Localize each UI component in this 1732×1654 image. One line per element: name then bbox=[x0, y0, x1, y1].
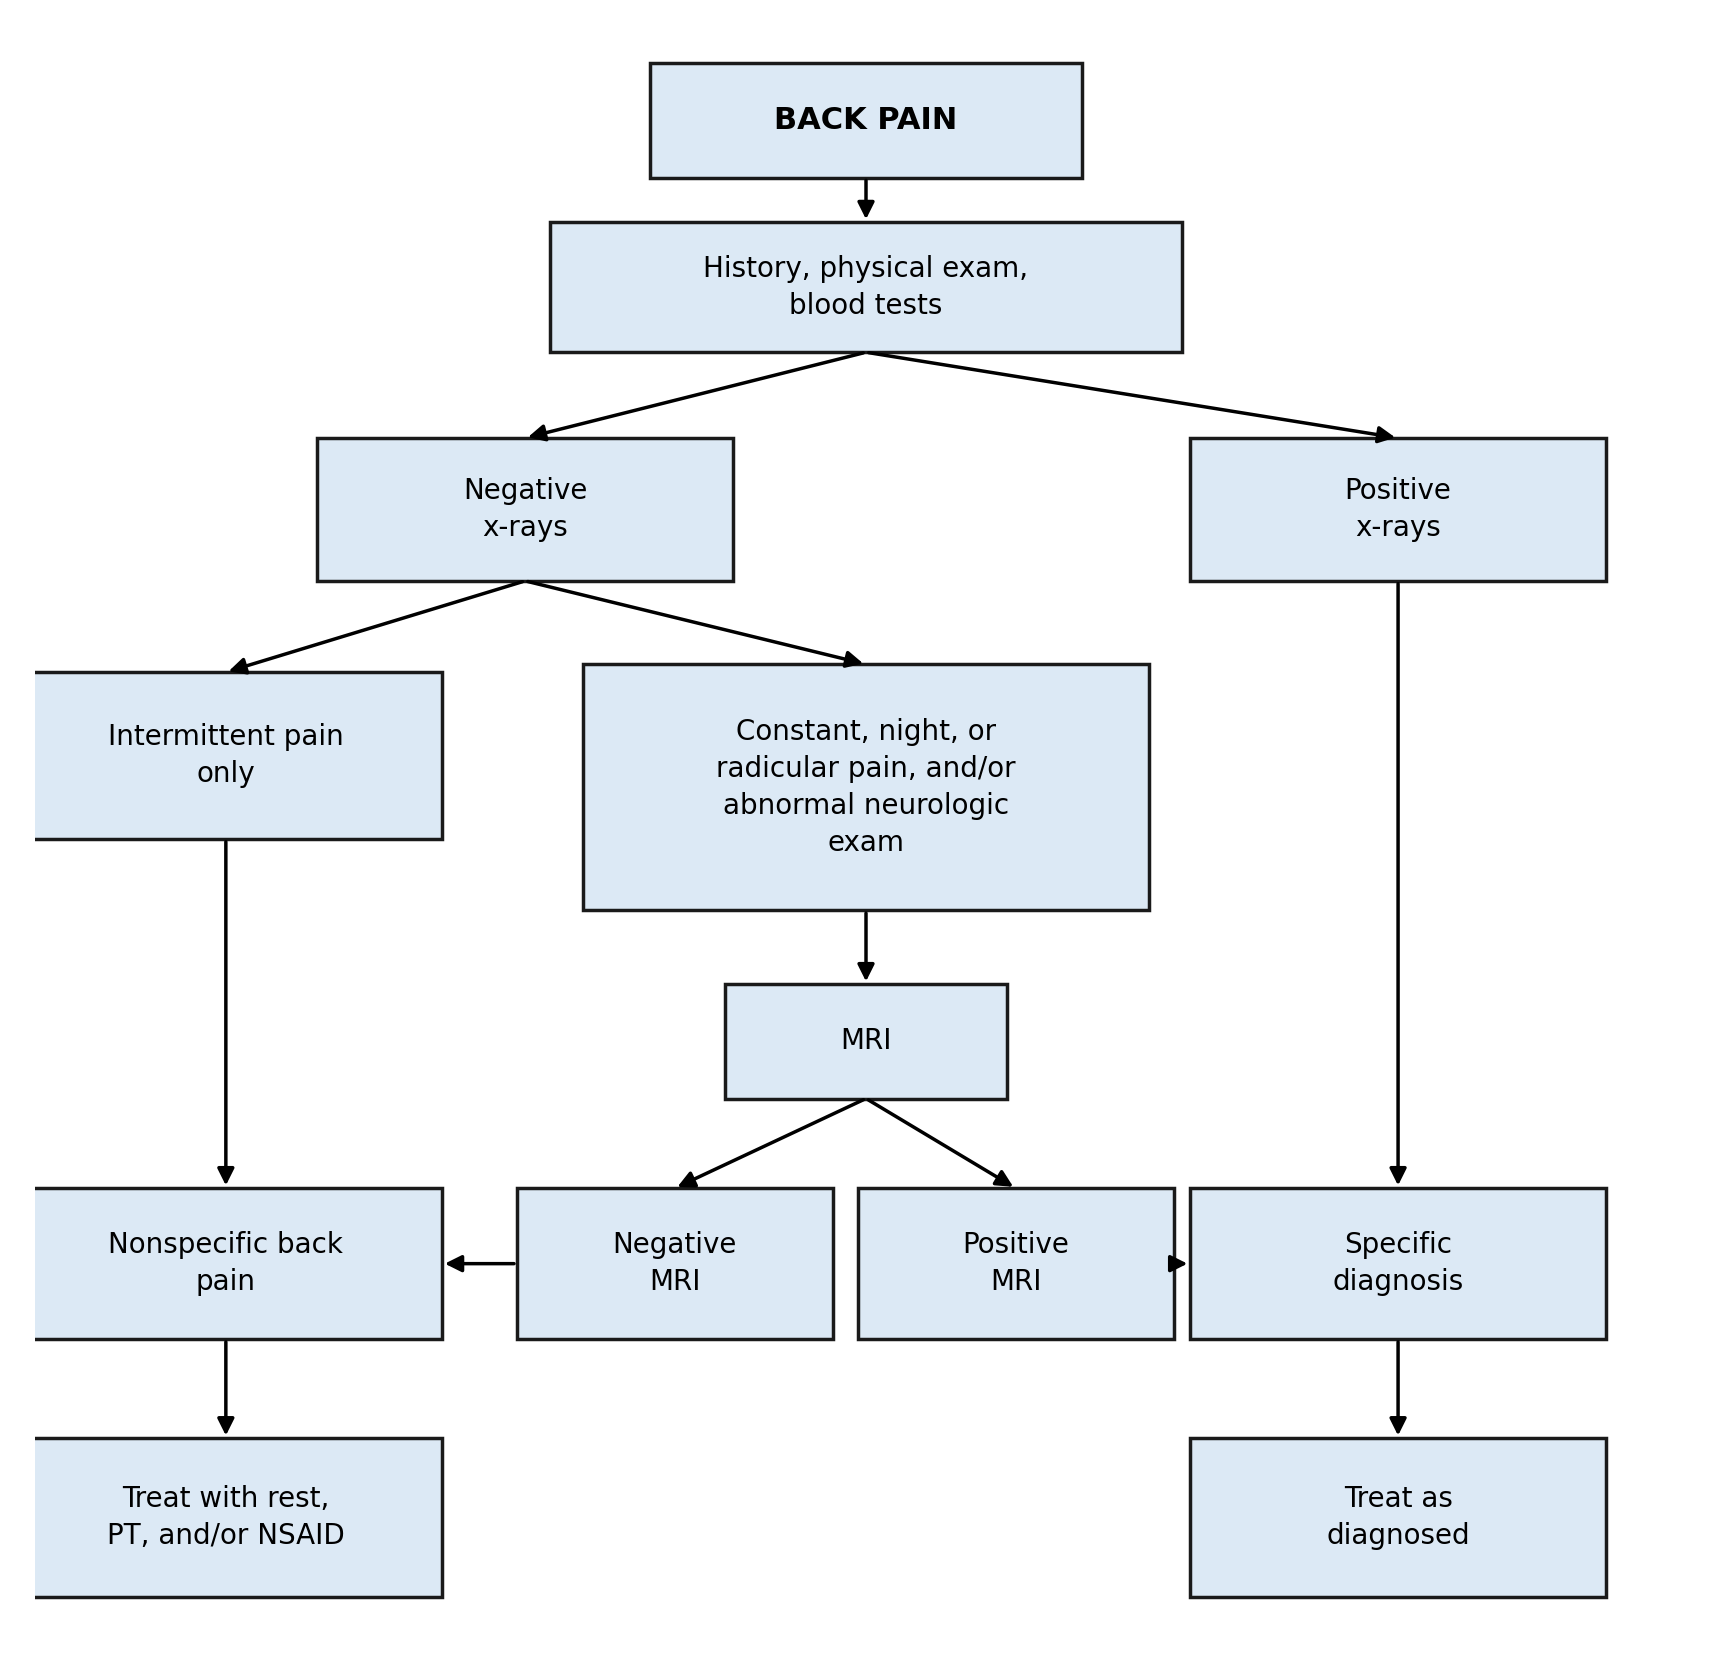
Bar bbox=[516, 1188, 833, 1340]
Text: Constant, night, or
radicular pain, and/or
abnormal neurologic
exam: Constant, night, or radicular pain, and/… bbox=[717, 718, 1015, 857]
Text: Intermittent pain
only: Intermittent pain only bbox=[107, 723, 343, 787]
Bar bbox=[10, 1188, 442, 1340]
Bar bbox=[650, 63, 1082, 177]
Bar bbox=[1190, 438, 1606, 581]
Bar bbox=[10, 1439, 442, 1598]
Text: BACK PAIN: BACK PAIN bbox=[774, 106, 958, 136]
Text: Negative
MRI: Negative MRI bbox=[613, 1231, 738, 1297]
Text: MRI: MRI bbox=[840, 1027, 892, 1055]
Bar bbox=[551, 222, 1181, 352]
Text: Specific
diagnosis: Specific diagnosis bbox=[1332, 1231, 1464, 1297]
Text: Treat with rest,
PT, and/or NSAID: Treat with rest, PT, and/or NSAID bbox=[107, 1485, 345, 1550]
Text: Positive
x-rays: Positive x-rays bbox=[1344, 476, 1451, 543]
Bar bbox=[857, 1188, 1174, 1340]
Bar bbox=[724, 984, 1008, 1098]
Bar bbox=[584, 665, 1148, 910]
Bar bbox=[1190, 1439, 1606, 1598]
Text: Nonspecific back
pain: Nonspecific back pain bbox=[109, 1231, 343, 1297]
Text: Negative
x-rays: Negative x-rays bbox=[462, 476, 587, 543]
Bar bbox=[1190, 1188, 1606, 1340]
Text: Treat as
diagnosed: Treat as diagnosed bbox=[1327, 1485, 1470, 1550]
Text: History, physical exam,
blood tests: History, physical exam, blood tests bbox=[703, 255, 1029, 319]
Bar bbox=[317, 438, 733, 581]
Bar bbox=[10, 672, 442, 839]
Text: Positive
MRI: Positive MRI bbox=[963, 1231, 1069, 1297]
